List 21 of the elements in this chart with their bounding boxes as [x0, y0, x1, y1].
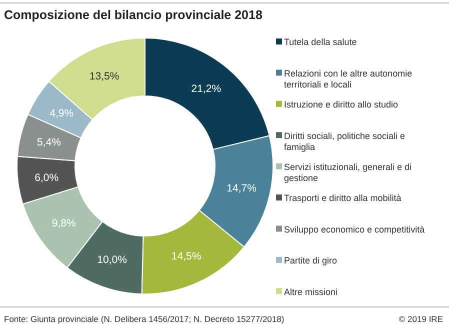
data-label: 4,9% — [50, 107, 74, 120]
legend-label: Sviluppo economico e competitività — [284, 224, 425, 234]
data-label: 10,0% — [97, 254, 127, 266]
data-label: 6,0% — [34, 172, 59, 184]
legend-label: Relazioni con le altre autonomie territoriali e locali — [284, 68, 412, 90]
data-label: 21,2% — [191, 82, 222, 95]
legend-label: Diritti sociali, politiche sociali e famiglia — [284, 130, 406, 152]
legend-label: Partite di giro — [284, 256, 338, 266]
data-label: 5,4% — [36, 136, 61, 149]
legend-label: Tutela della salute — [284, 37, 357, 48]
legend-label: Trasporti e diritto alla mobilità — [284, 193, 402, 204]
data-label: 13,5% — [89, 70, 120, 82]
legend-label: Istruzione e diritto allo studio — [284, 100, 398, 110]
source-note: Fonte: Giunta provinciale (N. Delibera 1456/2017; N. Decreto 15277/2018) — [4, 314, 284, 324]
data-label: 14,7% — [226, 182, 256, 195]
chart-title: Composizione del bilancio provinciale 2018 — [4, 8, 262, 22]
text: © 2019 IRE — [398, 314, 444, 324]
data-label: 9,8% — [52, 217, 76, 230]
legend-label: Servizi istituzionali, generali e di gestione — [284, 162, 412, 184]
data-label: 14,5% — [171, 250, 202, 263]
legend-label: Altre missioni — [284, 286, 338, 297]
